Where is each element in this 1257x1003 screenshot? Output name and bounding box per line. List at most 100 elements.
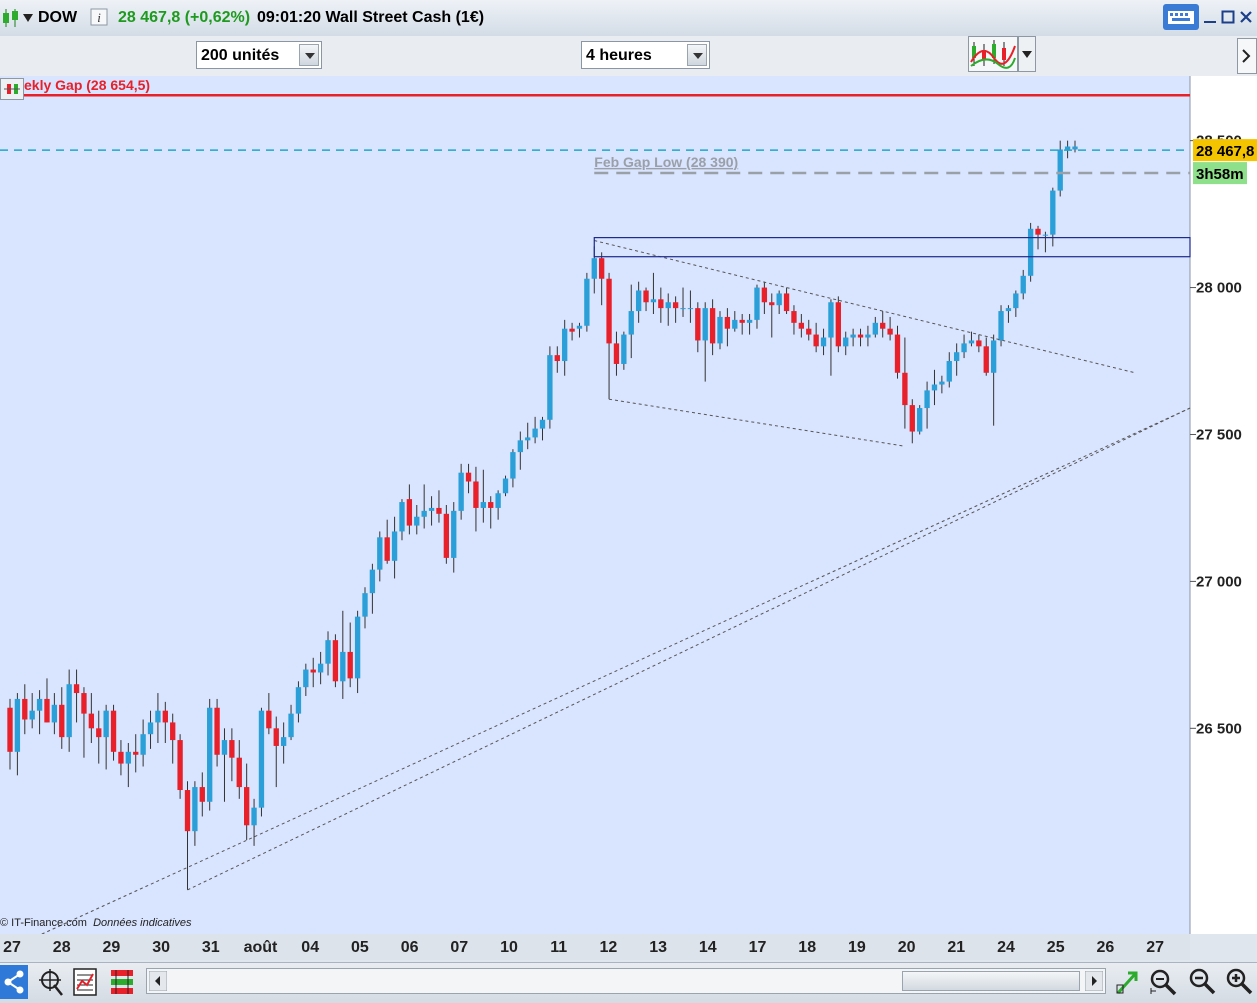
candle-body[interactable]	[110, 710, 117, 752]
candle-body[interactable]	[73, 684, 80, 694]
symbol-label[interactable]: DOW	[38, 9, 78, 26]
candle-body[interactable]	[857, 334, 864, 338]
chevron-down-icon[interactable]	[22, 13, 34, 23]
candle-body[interactable]	[125, 751, 131, 764]
candle-body[interactable]	[81, 693, 87, 714]
candle-body[interactable]	[155, 710, 161, 723]
candle-body[interactable]	[1050, 190, 1056, 235]
candle-body[interactable]	[525, 437, 531, 441]
candle-body[interactable]	[325, 640, 331, 664]
alert-icon[interactable]	[0, 78, 24, 100]
candle-body[interactable]	[406, 499, 413, 526]
scroll-thumb[interactable]	[902, 971, 1080, 991]
candle-body[interactable]	[317, 663, 324, 673]
candle-body[interactable]	[273, 728, 279, 746]
candle-body[interactable]	[806, 328, 812, 335]
candle-body[interactable]	[399, 502, 405, 532]
candle-body[interactable]	[7, 707, 13, 752]
candle-body[interactable]	[22, 698, 28, 720]
horizontal-scrollbar[interactable]	[146, 968, 1106, 994]
maximize-icon[interactable]	[1221, 10, 1235, 24]
keyboard-icon[interactable]	[1163, 4, 1199, 30]
zoom-in-icon[interactable]	[1225, 967, 1255, 997]
candle-body[interactable]	[739, 319, 745, 323]
candle-body[interactable]	[680, 308, 686, 310]
candle-body[interactable]	[532, 428, 538, 438]
candle-body[interactable]	[221, 740, 228, 755]
candle-body[interactable]	[702, 308, 708, 341]
layout-icon[interactable]	[108, 967, 136, 997]
candle-body[interactable]	[192, 787, 198, 832]
candle-body[interactable]	[990, 340, 997, 373]
candle-body[interactable]	[51, 704, 58, 723]
candle-body[interactable]	[377, 537, 383, 570]
candle-body[interactable]	[421, 510, 427, 517]
candle-body[interactable]	[695, 308, 701, 341]
candle-body[interactable]	[473, 481, 479, 508]
candle-body[interactable]	[621, 334, 627, 364]
candle-body[interactable]	[761, 287, 768, 303]
candle-body[interactable]	[236, 757, 242, 788]
candle-body[interactable]	[783, 293, 790, 312]
candle-body[interactable]	[643, 290, 649, 303]
candle-body[interactable]	[465, 472, 472, 482]
candle-body[interactable]	[828, 302, 834, 338]
candle-body[interactable]	[976, 340, 982, 347]
candle-body[interactable]	[687, 308, 694, 310]
candle-body[interactable]	[1057, 149, 1063, 191]
candle-body[interactable]	[613, 343, 620, 364]
candle-body[interactable]	[769, 302, 775, 306]
candle-body[interactable]	[1042, 234, 1049, 236]
scroll-left-icon[interactable]	[149, 971, 167, 991]
candle-body[interactable]	[354, 616, 361, 679]
candle-body[interactable]	[340, 651, 346, 682]
candle-body[interactable]	[44, 698, 50, 723]
candle-body[interactable]	[147, 722, 154, 735]
candle-body[interactable]	[835, 302, 841, 347]
candle-body[interactable]	[776, 293, 782, 306]
side-panel-handle-icon[interactable]	[1237, 38, 1257, 74]
candle-body[interactable]	[303, 669, 309, 688]
candle-body[interactable]	[894, 334, 901, 373]
candle-body[interactable]	[820, 337, 827, 347]
candle-body[interactable]	[184, 790, 191, 832]
candle-body[interactable]	[118, 751, 124, 764]
candle-body[interactable]	[310, 669, 316, 673]
candle-body[interactable]	[88, 713, 95, 729]
scroll-right-icon[interactable]	[1085, 971, 1103, 991]
candle-body[interactable]	[1035, 228, 1041, 235]
candle-body[interactable]	[1005, 308, 1012, 312]
candle-body[interactable]	[961, 343, 967, 353]
candle-body[interactable]	[488, 502, 494, 508]
candle-body[interactable]	[495, 493, 501, 508]
candle-body[interactable]	[391, 531, 398, 561]
candle-body[interactable]	[709, 308, 716, 344]
candle-body[interactable]	[562, 328, 568, 362]
candle-body[interactable]	[14, 698, 21, 752]
candle-body[interactable]	[1013, 293, 1019, 309]
candle-body[interactable]	[502, 478, 509, 494]
candle-body[interactable]	[214, 707, 220, 755]
zoom-fit-icon[interactable]	[1148, 967, 1178, 997]
candle-body[interactable]	[480, 502, 486, 508]
candle-body[interactable]	[103, 710, 109, 738]
candle-body[interactable]	[599, 258, 605, 279]
candle-body[interactable]	[1027, 228, 1034, 276]
candle-body[interactable]	[917, 408, 923, 432]
candle-body[interactable]	[443, 513, 450, 558]
candle-body[interactable]	[280, 737, 287, 746]
candle-body[interactable]	[251, 807, 257, 826]
minimize-icon[interactable]	[1203, 10, 1217, 24]
candle-body[interactable]	[295, 687, 302, 714]
candle-body[interactable]	[954, 352, 960, 362]
candle-body[interactable]	[732, 319, 738, 329]
candle-body[interactable]	[140, 734, 146, 755]
candle-body[interactable]	[665, 302, 671, 309]
period-dropdown-button[interactable]	[687, 44, 707, 66]
zoom-out-icon[interactable]	[1188, 967, 1216, 997]
candle-body[interactable]	[902, 372, 908, 406]
close-icon[interactable]	[1239, 10, 1253, 24]
candle-body[interactable]	[591, 258, 597, 279]
